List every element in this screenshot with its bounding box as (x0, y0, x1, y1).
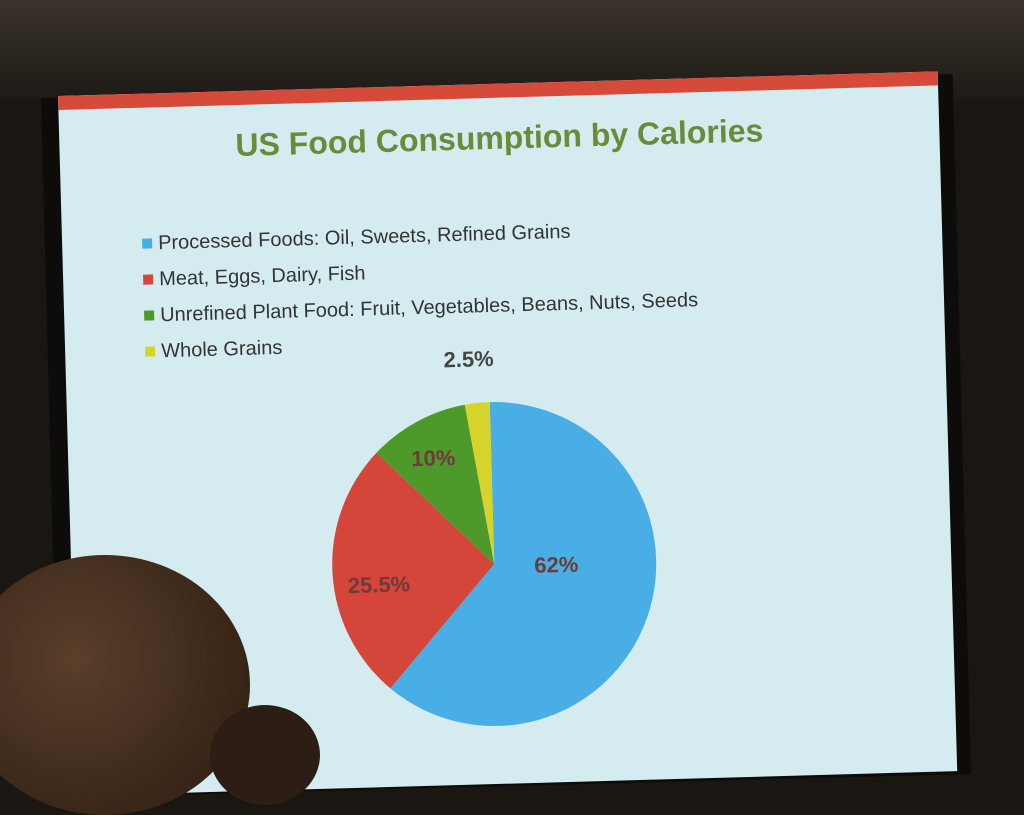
slice-whole-grains (464, 402, 495, 565)
legend-label: Processed Foods: Oil, Sweets, Refined Gr… (157, 220, 571, 254)
slice-label-meat: 25.5% (347, 571, 411, 599)
legend-label: Meat, Eggs, Dairy, Fish (158, 261, 366, 290)
chart-legend: Processed Foods: Oil, Sweets, Refined Gr… (142, 210, 700, 369)
legend-swatch-yellow-icon (145, 346, 156, 357)
slice-label-plant: 10% (410, 445, 456, 472)
legend-swatch-green-icon (144, 310, 155, 321)
slice-label-processed: 62% (533, 551, 579, 578)
presentation-slide: US Food Consumption by Calories Processe… (58, 71, 958, 796)
slice-label-whole-grains: 2.5% (443, 345, 495, 373)
legend-swatch-blue-icon (142, 238, 153, 249)
slide-title: US Food Consumption by Calories (234, 112, 764, 164)
legend-swatch-red-icon (143, 274, 154, 285)
audience-head-2 (210, 705, 320, 805)
slice-meat (332, 452, 495, 689)
slice-plant (376, 404, 495, 565)
slice-processed (390, 402, 657, 726)
pie-chart: 62% 25.5% 10% 2.5% (324, 346, 664, 733)
legend-label: Whole Grains (160, 336, 283, 362)
pie-chart-svg (332, 402, 657, 726)
